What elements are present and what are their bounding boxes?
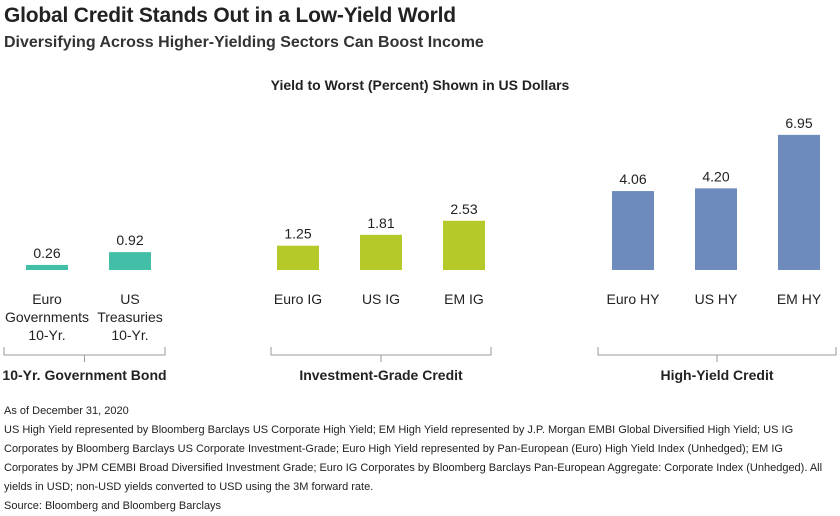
data-label: 2.53 [450, 201, 477, 217]
category-label: Governments [5, 309, 89, 325]
category-label: Treasuries [97, 309, 163, 325]
as-of-date: As of December 31, 2020 [4, 405, 129, 417]
group-label: 10-Yr. Government Bond [2, 367, 166, 383]
data-label: 0.92 [116, 232, 143, 248]
group-bracket [597, 347, 837, 362]
category-label: US HY [695, 291, 738, 307]
chart-title: Yield to Worst (Percent) Shown in US Dol… [270, 77, 570, 93]
bar [695, 188, 737, 270]
data-label: 1.25 [284, 226, 311, 242]
bar [612, 191, 654, 270]
bar-chart: 0.26 Euro Governments 10-Yr. 0.92 US Treasurie… [2, 115, 837, 383]
group-label: Investment-Grade Credit [299, 367, 463, 383]
category-label: 10-Yr. [28, 327, 65, 343]
index-notes: US High Yield represented by Bloomberg B… [4, 424, 823, 493]
category-label: Euro [32, 291, 62, 307]
category-label: EM IG [444, 291, 484, 307]
group-label: High-Yield Credit [660, 367, 773, 383]
category-label: Euro IG [274, 291, 322, 307]
bar [778, 134, 820, 270]
group-bracket [3, 347, 166, 362]
source-note: Source: Bloomberg and Bloomberg Barclays [4, 500, 222, 512]
bar [26, 264, 68, 270]
page-subtitle: Diversifying Across Higher-Yielding Sect… [4, 34, 484, 51]
category-label: EM HY [777, 291, 822, 307]
category-label: US IG [362, 291, 400, 307]
footnotes: As of December 31, 2020 US High Yield re… [4, 402, 834, 516]
bar [277, 245, 319, 270]
data-label: 1.81 [367, 215, 394, 231]
bar [109, 252, 151, 270]
data-label: 6.95 [785, 115, 812, 131]
page-title: Global Credit Stands Out in a Low-Yield … [4, 4, 456, 27]
bar [360, 234, 402, 270]
category-label: 10-Yr. [111, 327, 148, 343]
category-label: US [120, 291, 139, 307]
data-label: 4.06 [619, 171, 646, 187]
group-bracket [270, 347, 492, 362]
data-label: 0.26 [33, 245, 60, 261]
data-label: 4.20 [702, 168, 729, 184]
category-label: Euro HY [607, 291, 661, 307]
bar [443, 220, 485, 270]
